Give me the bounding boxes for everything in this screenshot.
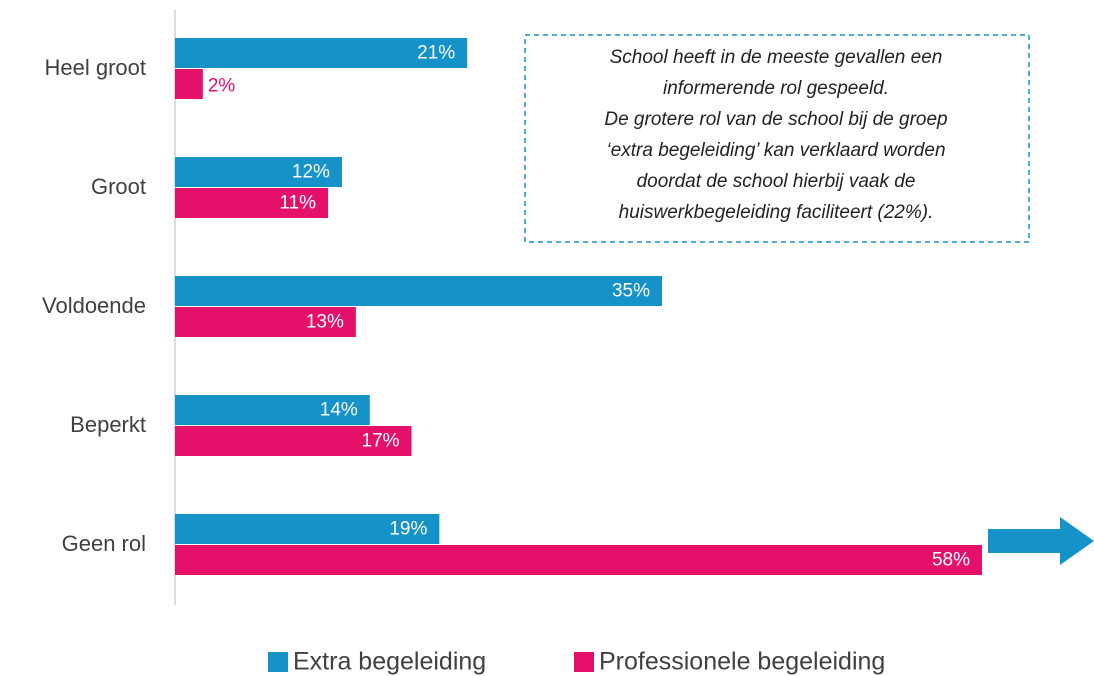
bar [175, 514, 440, 544]
legend-label: Extra begeleiding [293, 648, 486, 676]
bar [175, 276, 662, 306]
value-label: 58% [932, 550, 970, 571]
arrow [988, 517, 1094, 565]
annotation-text: De grotere rol van de school bij de groe… [604, 109, 947, 130]
value-label: 14% [320, 400, 358, 421]
category-label: Heel groot [44, 55, 146, 80]
legend-swatch [268, 652, 288, 672]
bar [175, 307, 356, 337]
value-label: 35% [612, 281, 650, 302]
value-label: 2% [208, 76, 236, 97]
value-label: 11% [279, 193, 316, 214]
value-label: 13% [306, 312, 344, 333]
bar [175, 395, 370, 425]
category-label: Geen rol [62, 531, 146, 556]
bar [175, 69, 203, 99]
bar [175, 38, 468, 68]
category-label: Voldoende [42, 293, 146, 318]
value-label: 17% [362, 431, 400, 452]
annotation-text: informerende rol gespeeld. [663, 78, 889, 99]
annotation-text: School heeft in de meeste gevallen een [610, 47, 943, 68]
legend-swatch [574, 652, 594, 672]
category-label: Beperkt [70, 412, 146, 437]
bar [175, 188, 329, 218]
legend-label: Professionele begeleiding [599, 648, 885, 676]
category-label: Groot [91, 174, 146, 199]
value-label: 12% [292, 162, 330, 183]
annotation-text: huiswerkbegeleiding faciliteert (22%). [619, 202, 934, 223]
annotation-box [524, 34, 1030, 243]
bar [175, 426, 412, 456]
value-label: 21% [417, 43, 455, 64]
bar [175, 545, 982, 575]
annotation-text: ‘extra begeleiding’ kan verklaard worden [606, 140, 945, 161]
bar [175, 157, 342, 187]
value-label: 19% [389, 519, 427, 540]
annotation-text: doordat de school hierbij vaak de [637, 171, 916, 192]
